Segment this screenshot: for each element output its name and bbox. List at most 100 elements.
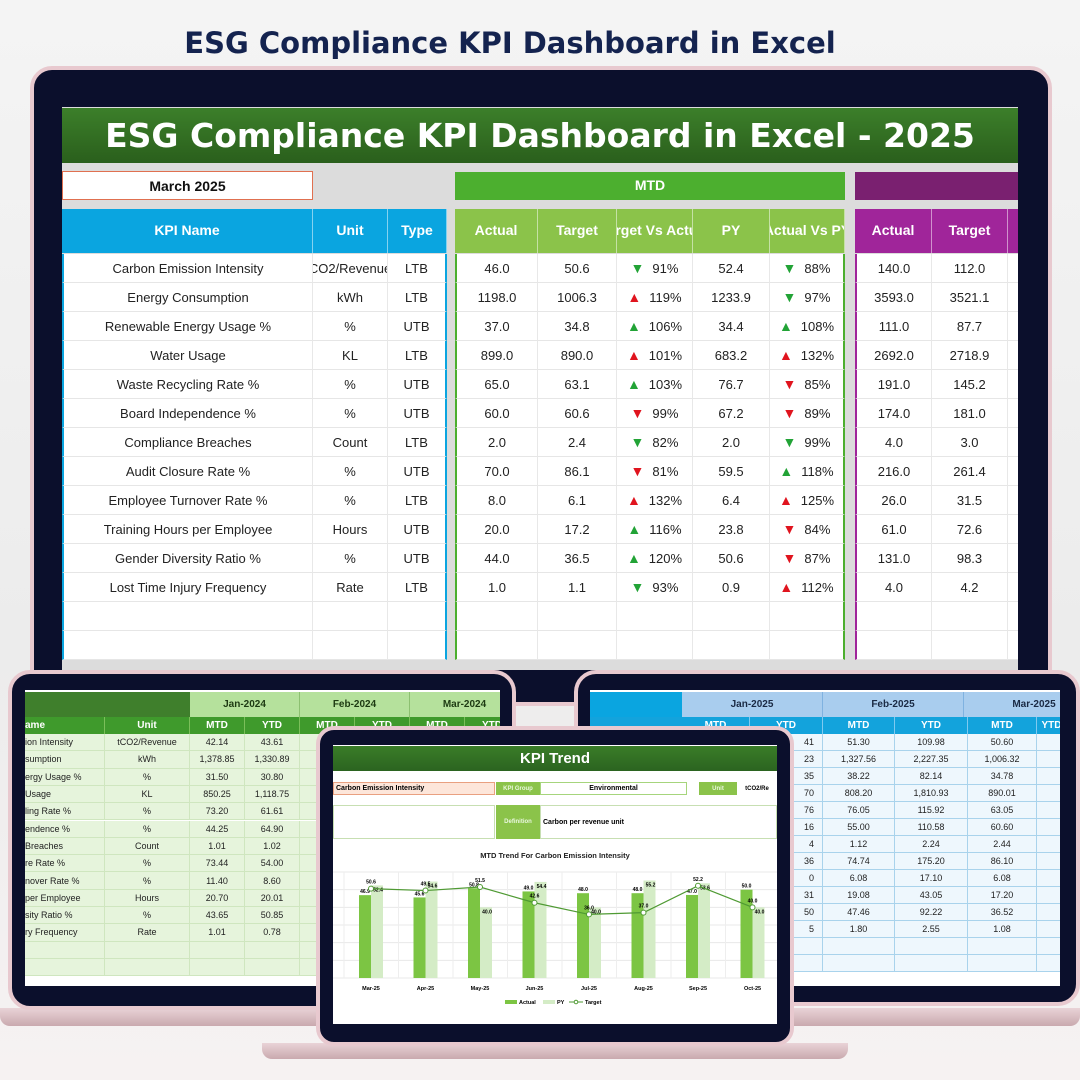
actual-data-label: 50.0 (742, 884, 752, 890)
percent-value: 91% (652, 260, 679, 276)
sheet-cell: ry Frequency (25, 924, 105, 942)
sheet-cell: 61.61 (245, 803, 300, 821)
kpi-cell-unit: % (313, 486, 388, 515)
kpi-cell-partial (1008, 370, 1018, 399)
month-header: Jan-2024 (190, 692, 300, 717)
kpi-cell-ytd_target: 181.0 (932, 399, 1008, 428)
kpi-cell-type: LTB (388, 341, 447, 370)
month-header: Mar-2025 (964, 692, 1060, 717)
target-point (586, 911, 592, 918)
kpi-cell-avpy: ▲ 125% (770, 486, 845, 515)
actual-bar (686, 894, 698, 978)
kpi-cell-avpy: ▼ 85% (770, 370, 845, 399)
sheet-cell: 2.55 (895, 921, 968, 938)
kpi-cell-ytd_target: 4.2 (932, 573, 1008, 602)
kpi-cell-name: Carbon Emission Intensity (62, 254, 313, 283)
kpi-cell-ytd_target: 145.2 (932, 370, 1008, 399)
target-point (368, 885, 374, 892)
py-bar (698, 883, 710, 978)
sheet-cell: 36.52 (968, 904, 1037, 921)
kpi-cell-py: 59.5 (693, 457, 770, 486)
column-header-target: Target (538, 209, 617, 253)
kpi-cell-actual: 899.0 (455, 341, 538, 370)
sheet-cell: 1,327.56 (823, 751, 895, 768)
kpi-name-selector[interactable]: Carbon Emission Intensity (333, 782, 495, 795)
kpi-cell-ytd_actual: 61.0 (855, 515, 932, 544)
kpi-cell-tva: ▲ 106% (617, 312, 693, 341)
sheet-cell (895, 955, 968, 972)
sheet-cell: 47.46 (823, 904, 895, 921)
sheet-cell: 34.78 (968, 768, 1037, 785)
kpi-cell-ytd_target: 98.3 (932, 544, 1008, 573)
kpi-cell-tva: ▲ 132% (617, 486, 693, 515)
kpi-cell-avpy: ▲ 118% (770, 457, 845, 486)
kpi-cell-actual: 37.0 (455, 312, 538, 341)
sheet-cell: 6.08 (823, 870, 895, 887)
sheet-cell: 1.01 (190, 924, 245, 942)
month-header: Feb-2024 (300, 692, 410, 717)
kpi-cell-py: 23.8 (693, 515, 770, 544)
kpi-cell-actual: 65.0 (455, 370, 538, 399)
down-arrow-icon: ▼ (630, 260, 645, 276)
py-bar (480, 907, 492, 978)
blank-box (333, 805, 495, 839)
sheet-cell: 63.05 (968, 802, 1037, 819)
sheet-cell: 1.01 (190, 837, 245, 856)
sheet-cell: Usage (25, 785, 105, 804)
column-header: YTD (895, 717, 968, 734)
kpi-cell-partial (1008, 312, 1018, 341)
kpi-cell-partial (1008, 399, 1018, 428)
empty-cell (693, 631, 770, 660)
sheet-cell: KL (105, 785, 190, 804)
py-data-label: 54.6 (428, 884, 438, 890)
kpi-cell-partial (1008, 283, 1018, 312)
actual-bar (522, 891, 535, 978)
empty-cell (693, 602, 770, 631)
kpi-cell-ytd_target: 72.6 (932, 515, 1008, 544)
kpi-cell-name: Renewable Energy Usage % (62, 312, 313, 341)
kpi-cell-partial (1008, 428, 1018, 457)
kpi-cell-ytd_actual: 26.0 (855, 486, 932, 515)
py-data-label: 55.2 (646, 882, 656, 888)
kpi-cell-partial (1008, 486, 1018, 515)
down-arrow-icon: ▼ (782, 434, 797, 450)
actual-bar (631, 893, 644, 978)
sheet-cell: endence % (25, 820, 105, 838)
kpi-cell-partial (1008, 254, 1018, 283)
sheet-cell: 30.80 (245, 768, 300, 786)
sheet-cell: 43.65 (190, 907, 245, 925)
percent-value: 81% (652, 463, 679, 479)
sheet-cell: 2,227.35 (895, 751, 968, 768)
target-data-label: 42.6 (530, 894, 540, 900)
actual-data-label: 46.9 (360, 889, 370, 895)
kpi-cell-type: UTB (388, 515, 447, 544)
kpi-cell-target: 17.2 (538, 515, 617, 544)
kpi-cell-tva: ▲ 119% (617, 283, 693, 312)
actual-bar (740, 889, 753, 978)
month-selector[interactable]: March 2025 (62, 171, 313, 200)
py-bar (425, 881, 438, 978)
sheet-cell: 110.58 (895, 819, 968, 836)
down-arrow-icon: ▼ (630, 434, 645, 450)
header-blank (25, 692, 190, 717)
kpi-cell-name: Compliance Breaches (62, 428, 313, 457)
sheet-cell (823, 938, 895, 955)
target-point (749, 904, 756, 911)
kpi-cell-actual: 2.0 (455, 428, 538, 457)
sheet-cell: 1,378.85 (190, 751, 245, 769)
up-arrow-icon: ▲ (626, 376, 641, 392)
percent-value: 85% (804, 376, 831, 392)
sheet-cell: 43.05 (895, 887, 968, 904)
py-bar (589, 907, 601, 978)
unit-label: Unit (699, 782, 737, 795)
x-tick-label: Sep-25 (689, 986, 707, 992)
definition-value: Carbon per revenue unit (540, 805, 777, 839)
kpi-cell-avpy: ▲ 112% (770, 573, 845, 602)
sheet-cell: 0.78 (245, 924, 300, 942)
percent-value: 93% (652, 579, 679, 595)
column-header: MTD (190, 717, 245, 734)
kpi-cell-py: 52.4 (693, 254, 770, 283)
empty-cell (617, 631, 693, 660)
target-point (422, 887, 429, 894)
column-header-tva: Target Vs Actual (617, 209, 693, 253)
